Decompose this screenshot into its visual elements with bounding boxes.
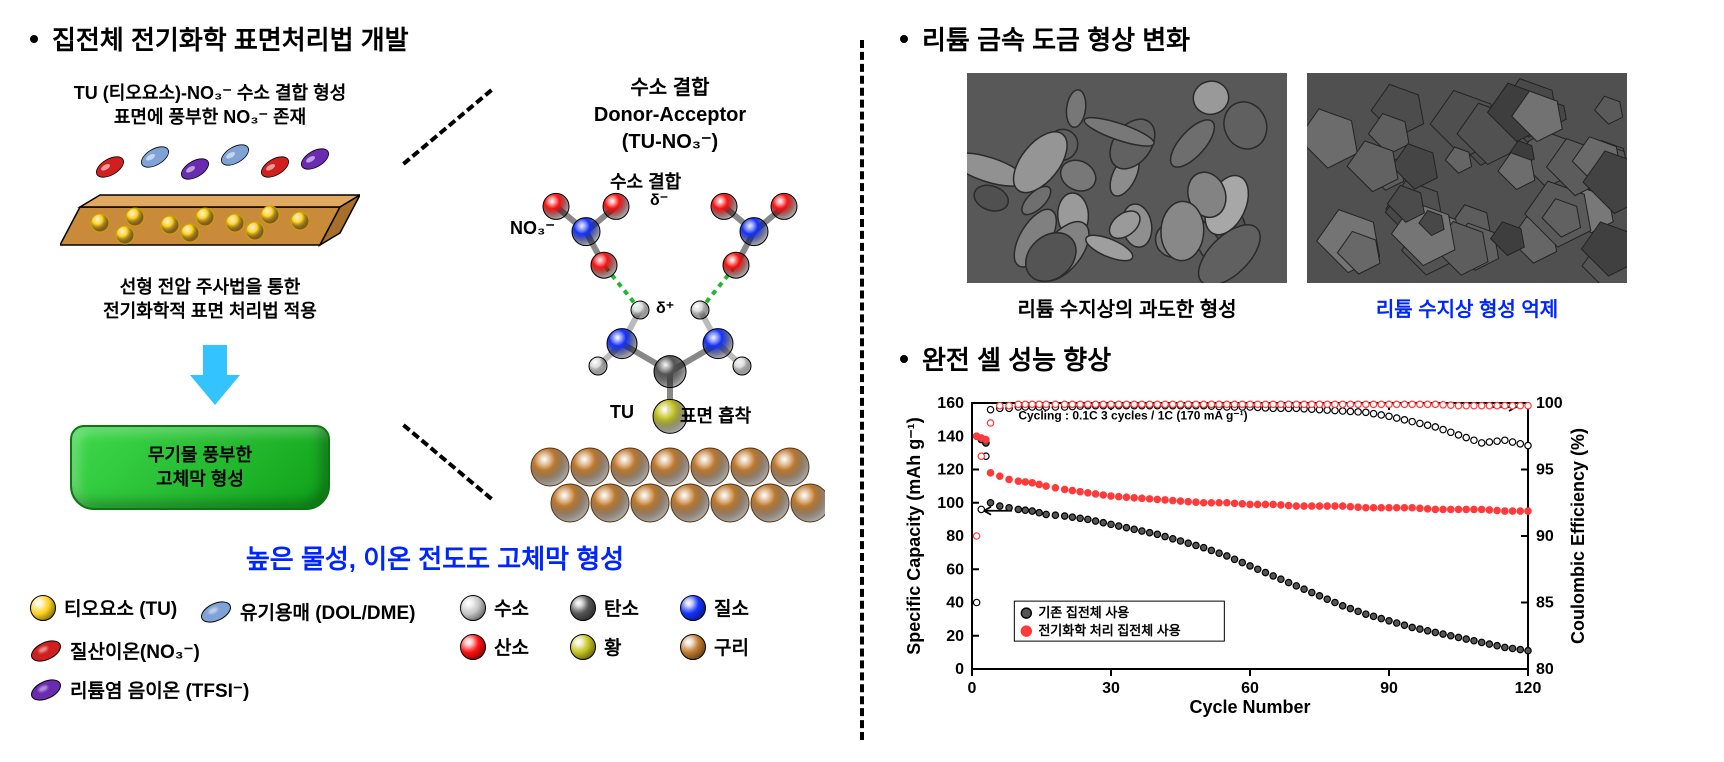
svg-text:85: 85 — [1536, 595, 1554, 612]
left-summary: 높은 물성, 이온 전도도 고체막 형성 — [30, 539, 840, 576]
annot1: TU (티오요소)-NO₃⁻ 수소 결합 형성 표면에 풍부한 NO₃⁻ 존재 — [40, 81, 380, 130]
svg-text:140: 140 — [937, 428, 964, 445]
svg-text:기존 집전체 사용: 기존 집전체 사용 — [1038, 605, 1129, 620]
legend-item: 티오요소 (TU) — [30, 594, 200, 621]
legend-item: 리튬염 음이온 (TFSI⁻) — [30, 676, 260, 703]
svg-text:90: 90 — [1536, 528, 1554, 545]
svg-text:전기화학 처리 집전체 사용: 전기화학 처리 집전체 사용 — [1038, 623, 1180, 638]
svg-text:60: 60 — [1241, 680, 1259, 697]
sem-block: 기존 구리 집전체 10 µm 리튬 수지상의 과도한 형성 — [967, 73, 1287, 322]
no3-label: NO₃⁻ — [510, 218, 555, 239]
dash-line-icon — [402, 89, 493, 166]
svg-text:120: 120 — [1515, 680, 1542, 697]
bullet-icon — [900, 35, 908, 43]
svg-text:0: 0 — [955, 661, 964, 678]
arrow-down-icon — [190, 375, 240, 405]
legend-item: 탄소 — [570, 594, 680, 621]
legend-item: 산소 — [460, 633, 570, 660]
svg-text:Specific Capacity (mAh g⁻¹): Specific Capacity (mAh g⁻¹) — [904, 417, 924, 655]
sem-image-after: 전기표면처리후 집전체 10 µm — [1307, 73, 1627, 283]
legend: 티오요소 (TU)유기용매 (DOL/DME) 질산이온(NO₃⁻) 리튬염 음이온… — [30, 594, 840, 715]
sem-row: 기존 구리 집전체 10 µm 리튬 수지상의 과도한 형성 전기표면처리후 집… — [900, 73, 1694, 322]
svg-text:Cycling : 0.1C 3 cycles / 1C (: Cycling : 0.1C 3 cycles / 1C (170 mA g⁻¹… — [1018, 409, 1247, 423]
legend-item: 질산이온(NO₃⁻) — [30, 637, 230, 664]
donor-acceptor-label: 수소 결합 Donor-Acceptor (TU-NO₃⁻) — [540, 75, 800, 156]
adsorb-label: 표면 흡착 — [680, 402, 751, 428]
svg-text:100: 100 — [937, 495, 964, 512]
svg-text:60: 60 — [946, 561, 964, 578]
left-panel: 집전체 전기화학 표면처리법 개발 TU (티오요소)-NO₃⁻ 수소 결합 형… — [0, 0, 870, 762]
svg-text:100: 100 — [1536, 395, 1563, 412]
svg-text:Cycle Number: Cycle Number — [1189, 697, 1310, 717]
svg-text:95: 95 — [1536, 462, 1554, 479]
divider-icon — [860, 40, 864, 740]
bullet-icon — [30, 35, 38, 43]
right-title1: 리튬 금속 도금 형상 변화 — [922, 20, 1190, 57]
delta-plus-label: δ⁺ — [656, 298, 674, 318]
sem-caption: 리튬 수지상의 과도한 형성 — [967, 293, 1287, 322]
svg-text:80: 80 — [1536, 661, 1554, 678]
sem-block: 전기표면처리후 집전체 10 µm 리튬 수지상 형성 억제 — [1307, 73, 1627, 322]
annot2: 선형 전압 주사법을 통한 전기화학적 표면 처리법 적용 — [40, 275, 380, 324]
dash-line-icon — [402, 424, 493, 501]
svg-text:0: 0 — [968, 680, 977, 697]
right-title2: 완전 셀 성능 향상 — [922, 340, 1111, 377]
left-diagram: TU (티오요소)-NO₃⁻ 수소 결합 형성 표면에 풍부한 NO₃⁻ 존재 — [30, 75, 840, 535]
svg-text:120: 120 — [937, 462, 964, 479]
sem-caption: 리튬 수지상 형성 억제 — [1307, 293, 1627, 322]
legend-item: 구리 — [680, 633, 790, 660]
chart: 0 30 60 90 120 0 20 40 60 80 100 120 140 160 80 85 90 95 1… — [900, 389, 1694, 724]
left-title-row: 집전체 전기화학 표면처리법 개발 — [30, 20, 840, 57]
sem-image-before: 기존 구리 집전체 10 µm — [967, 73, 1287, 283]
molecule-diagram: 수소 결합 δ⁻ δ⁺ NO₃⁻ TU 표면 흡착 — [520, 170, 820, 455]
tu-label: TU — [610, 402, 634, 423]
left-title: 집전체 전기화학 표면처리법 개발 — [52, 20, 409, 57]
svg-text:90: 90 — [1380, 680, 1398, 697]
legend-item: 질소 — [680, 594, 790, 621]
svg-text:Coulombic Efficiency (%): Coulombic Efficiency (%) — [1568, 428, 1588, 644]
legend-item: 황 — [570, 633, 680, 660]
svg-text:40: 40 — [946, 595, 964, 612]
svg-text:30: 30 — [1102, 680, 1120, 697]
copper-substrate — [60, 167, 360, 257]
right-panel: 리튬 금속 도금 형상 변화 기존 구리 집전체 10 µm 리튬 수지상의 과… — [870, 0, 1724, 762]
legend-item: 유기용매 (DOL/DME) — [200, 598, 430, 625]
right-title2-row: 완전 셀 성능 향상 — [900, 340, 1694, 377]
right-title1-row: 리튬 금속 도금 형상 변화 — [900, 20, 1694, 57]
delta-minus-label: δ⁻ — [650, 190, 668, 210]
svg-text:20: 20 — [946, 628, 964, 645]
svg-text:80: 80 — [946, 528, 964, 545]
legend-item: 수소 — [460, 594, 570, 621]
bullet-icon — [900, 355, 908, 363]
svg-text:160: 160 — [937, 395, 964, 412]
green-film: 무기물 풍부한 고체막 형성 — [70, 425, 330, 510]
copper-array — [525, 445, 825, 530]
hbond-label: 수소 결합 — [610, 168, 681, 194]
